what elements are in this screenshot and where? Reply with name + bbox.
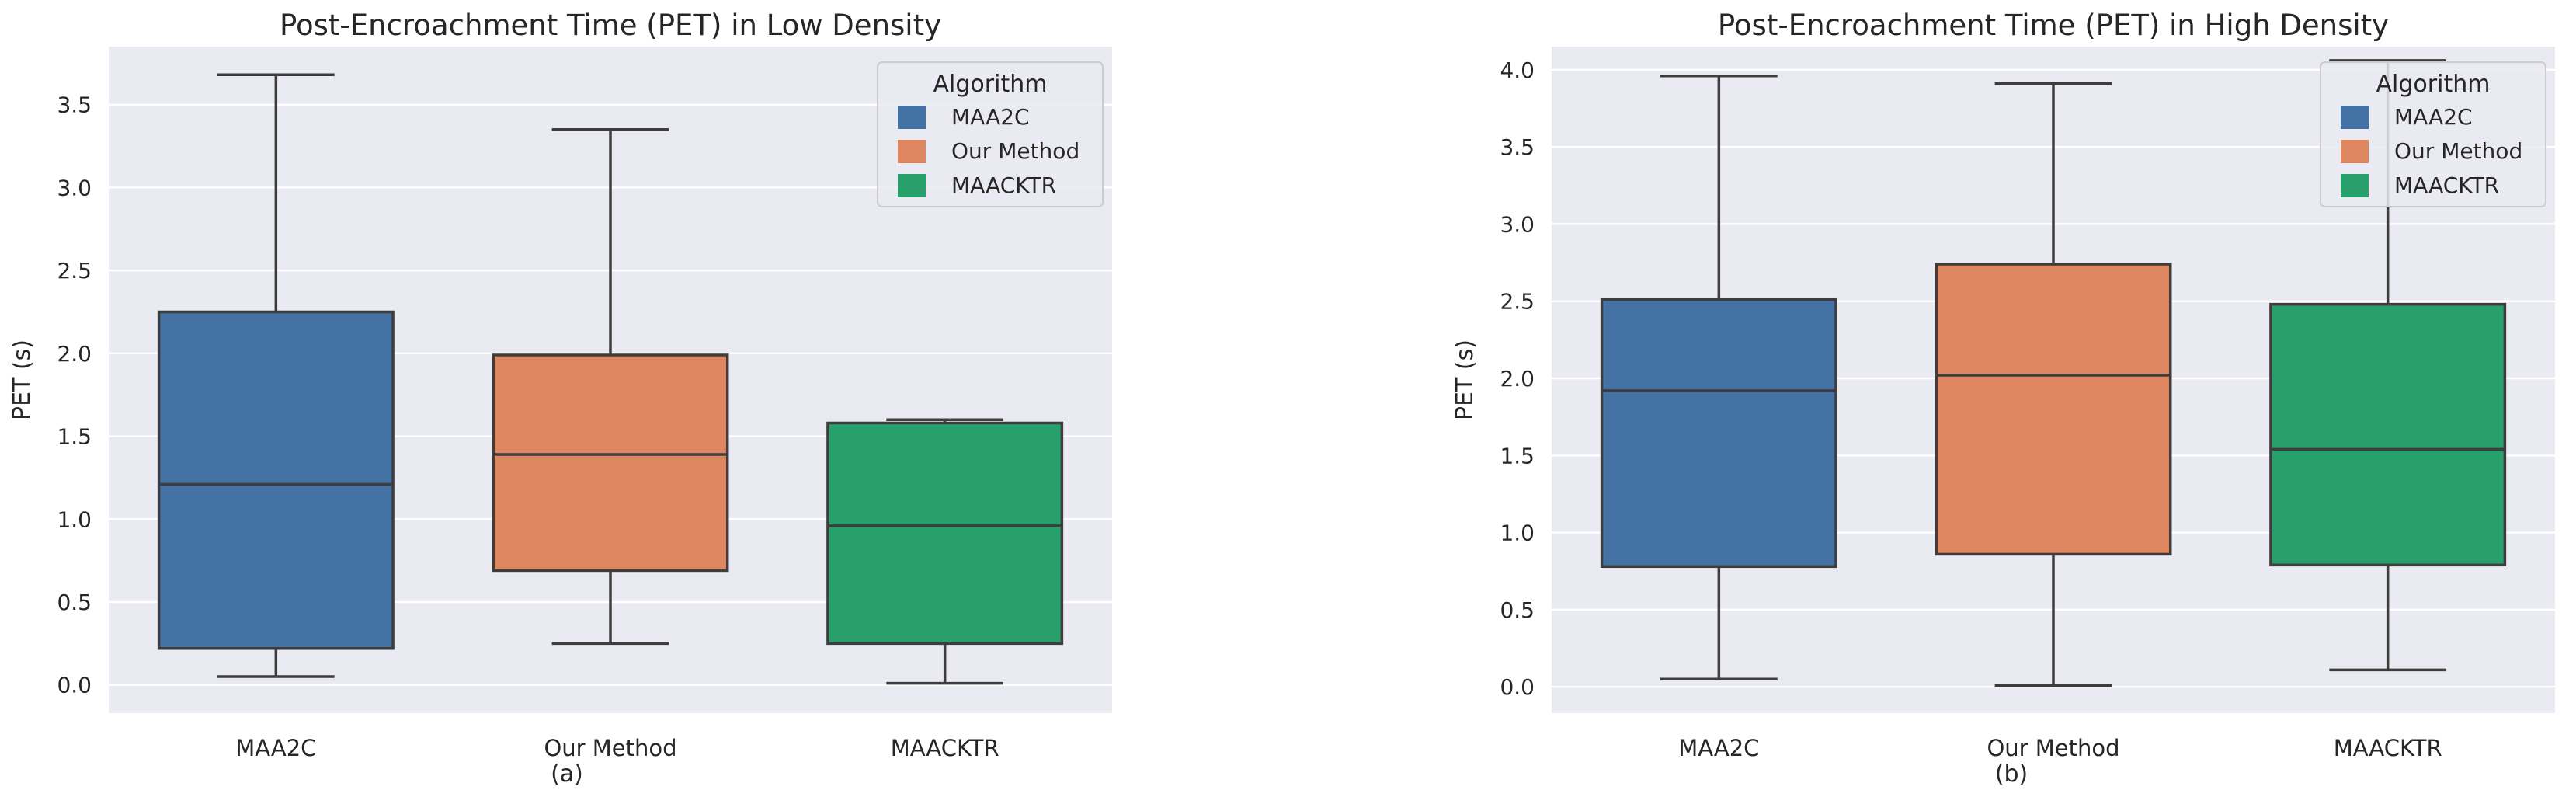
legend-swatch — [2341, 106, 2369, 129]
y-tick-label: 2.0 — [1500, 366, 1535, 392]
y-tick-label: 1.0 — [57, 506, 92, 532]
legend-frame — [877, 61, 1104, 207]
chart-title: Post-Encroachment Time (PET) in High Den… — [1718, 9, 2389, 42]
x-tick-label: Our Method — [544, 735, 676, 761]
box-iqr — [492, 353, 729, 573]
y-tick-label: 3.5 — [57, 92, 92, 118]
x-tick-label: MAACKTR — [891, 735, 999, 761]
x-tick-label: MAA2C — [1678, 735, 1759, 761]
legend: Algorithm MAA2C Our Method MAACKTR — [877, 61, 1104, 207]
legend: Algorithm MAA2C Our Method MAACKTR — [2320, 61, 2546, 207]
legend-label: MAACKTR — [951, 172, 1056, 198]
box-iqr — [1935, 263, 2172, 556]
legend-title: Algorithm — [933, 71, 1048, 98]
box-iqr — [2269, 302, 2507, 567]
y-tick-label: 0.0 — [1500, 674, 1535, 700]
legend-label: MAACKTR — [2394, 172, 2499, 198]
y-tick-label: 3.0 — [57, 175, 92, 200]
box-1 — [1935, 82, 2172, 687]
x-tick-label: MAACKTR — [2334, 735, 2442, 761]
box-iqr — [826, 421, 1064, 646]
y-tick-label: 4.0 — [1500, 57, 1535, 83]
legend-label: Our Method — [2394, 138, 2522, 164]
y-tick-label: 1.0 — [1500, 520, 1535, 546]
box-0 — [1600, 74, 1837, 681]
x-tick-label: Our Method — [1987, 735, 2119, 761]
legend-swatch — [2341, 174, 2369, 197]
legend-label: MAA2C — [2394, 104, 2473, 130]
y-tick-label: 0.0 — [57, 673, 92, 698]
panel-caption: (b) — [1995, 760, 2028, 788]
y-tick-label: 3.5 — [1500, 134, 1535, 160]
y-tick-label: 1.5 — [57, 424, 92, 450]
box-iqr — [1600, 298, 1837, 569]
y-tick-label: 0.5 — [57, 590, 92, 615]
x-tick-label: MAA2C — [235, 735, 316, 761]
y-tick-label: 2.5 — [1500, 289, 1535, 315]
chart-title: Post-Encroachment Time (PET) in Low Dens… — [280, 9, 941, 42]
panel-caption: (a) — [551, 760, 583, 788]
y-tick-label: 2.5 — [57, 258, 92, 284]
chart-panel-0: 0.0 0.5 1.0 1.5 2.0 2.5 3.0 3.5 MAA2C Our Method M… — [9, 9, 1112, 788]
y-axis-label: PET (s) — [1451, 339, 1479, 420]
legend-swatch — [898, 140, 926, 163]
box-0 — [157, 73, 395, 678]
box-1 — [492, 127, 729, 646]
chart-panel-1: 0.0 0.5 1.0 1.5 2.0 2.5 3.0 3.5 4.0 MAA2C Our Meth… — [1451, 9, 2555, 788]
legend-label: MAA2C — [951, 104, 1030, 130]
legend-swatch — [898, 106, 926, 129]
y-axis-label: PET (s) — [9, 339, 36, 420]
box-2 — [2269, 59, 2507, 672]
legend-title: Algorithm — [2376, 71, 2491, 98]
y-tick-label: 3.0 — [1500, 211, 1535, 237]
y-tick-label: 2.0 — [57, 341, 92, 367]
legend-swatch — [2341, 140, 2369, 163]
box-iqr — [157, 310, 395, 650]
legend-swatch — [898, 174, 926, 197]
y-tick-label: 0.5 — [1500, 597, 1535, 623]
legend-label: Our Method — [951, 138, 1079, 164]
box-2 — [826, 418, 1064, 685]
y-tick-label: 1.5 — [1500, 443, 1535, 468]
legend-frame — [2320, 61, 2546, 207]
